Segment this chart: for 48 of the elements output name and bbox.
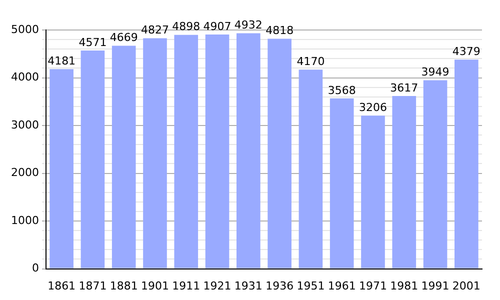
x-tick-label: 1931	[234, 279, 262, 292]
data-label: 4571	[78, 36, 107, 49]
bar	[143, 38, 167, 268]
bar	[330, 98, 354, 268]
x-tick-label: 1991	[421, 279, 450, 292]
x-tick-label: 1861	[48, 279, 76, 292]
bar	[361, 116, 385, 268]
x-tick-label: 1911	[172, 279, 200, 292]
bar	[392, 96, 416, 268]
bar	[298, 70, 323, 268]
data-label: 4170	[296, 55, 325, 68]
y-tick-label: 5000	[10, 22, 39, 36]
data-label: 4379	[452, 45, 480, 58]
data-label: 4827	[140, 24, 169, 37]
x-tick-label: 1951	[296, 279, 325, 292]
y-tick-label: 2000	[10, 166, 39, 180]
bar	[50, 69, 74, 268]
x-tick-label: 2001	[452, 279, 480, 292]
x-tick-label: 1936	[266, 279, 294, 292]
bar	[423, 80, 448, 268]
x-tick-label: 1981	[390, 279, 418, 292]
x-tick-label: 1901	[140, 279, 169, 292]
data-label: 4818	[266, 24, 294, 38]
y-tick-label: 0	[32, 262, 39, 275]
bar	[80, 50, 105, 268]
data-label: 3206	[359, 101, 387, 114]
y-tick-label: 3000	[10, 118, 39, 132]
bar	[205, 34, 230, 268]
data-label: 3568	[328, 84, 356, 97]
y-tick-label: 4000	[10, 70, 39, 84]
data-label: 4932	[234, 18, 262, 32]
x-tick-label: 1881	[110, 279, 138, 292]
bar	[236, 33, 260, 268]
bar	[174, 34, 198, 268]
x-tick-label: 1961	[328, 279, 356, 292]
x-tick-label: 1871	[78, 279, 107, 292]
x-tick-label: 1921	[203, 279, 232, 292]
bar	[454, 60, 478, 268]
y-tick-label: 1000	[10, 214, 39, 227]
data-label: 4907	[203, 20, 232, 33]
data-label: 4181	[48, 54, 76, 68]
bar	[268, 38, 292, 268]
data-label: 4898	[172, 20, 200, 34]
data-label: 3949	[421, 66, 450, 79]
x-tick-label: 1971	[359, 279, 387, 292]
data-label: 3617	[390, 81, 418, 94]
bar	[112, 46, 136, 268]
data-label: 4669	[110, 31, 138, 44]
